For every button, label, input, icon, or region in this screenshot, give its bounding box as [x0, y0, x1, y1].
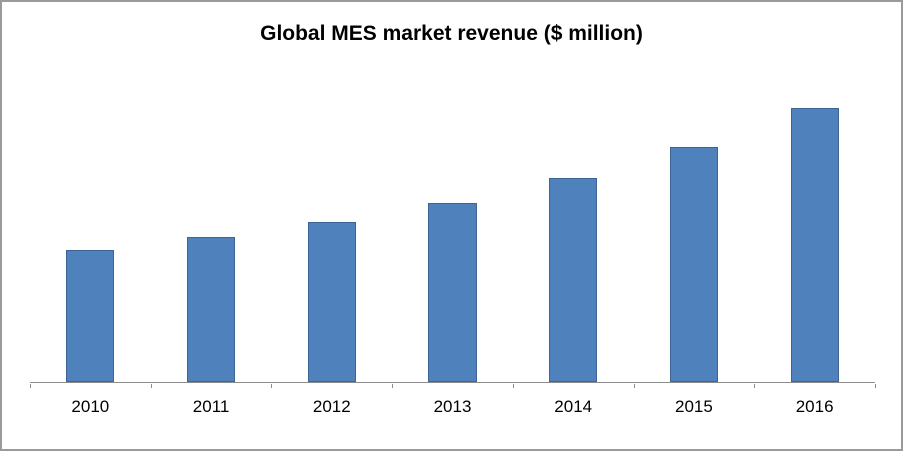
bar-2016	[790, 107, 839, 382]
bar-2012	[307, 222, 356, 382]
x-axis-tick	[150, 384, 152, 388]
bar-2010	[66, 249, 115, 382]
x-axis-tick	[875, 384, 876, 388]
bar-2011	[186, 237, 236, 382]
x-axis-tick	[633, 384, 635, 388]
chart-title: Global MES market revenue ($ million)	[260, 22, 643, 45]
plot-area	[30, 60, 876, 388]
bar-2014	[549, 178, 598, 382]
x-axis-label-2012: 2012	[312, 397, 351, 416]
bar-2015	[669, 147, 719, 382]
x-axis-line	[30, 382, 875, 383]
bar-2013	[428, 202, 477, 382]
x-axis-tick	[30, 384, 31, 388]
x-axis-label-2011: 2011	[192, 397, 230, 416]
x-axis-label-2010: 2010	[71, 397, 110, 416]
x-axis-tick	[754, 384, 756, 388]
x-axis-label-2014: 2014	[554, 397, 593, 416]
x-axis-label-2013: 2013	[433, 397, 472, 416]
x-axis-tick	[512, 384, 514, 388]
x-axis-label-2016: 2016	[795, 397, 834, 416]
x-axis-label-2015: 2015	[675, 397, 713, 416]
x-axis-tick	[271, 384, 273, 388]
x-axis-labels: 2010 2011 2012 2013 2014 2015 2016	[30, 397, 875, 421]
x-axis-tick	[392, 384, 394, 388]
